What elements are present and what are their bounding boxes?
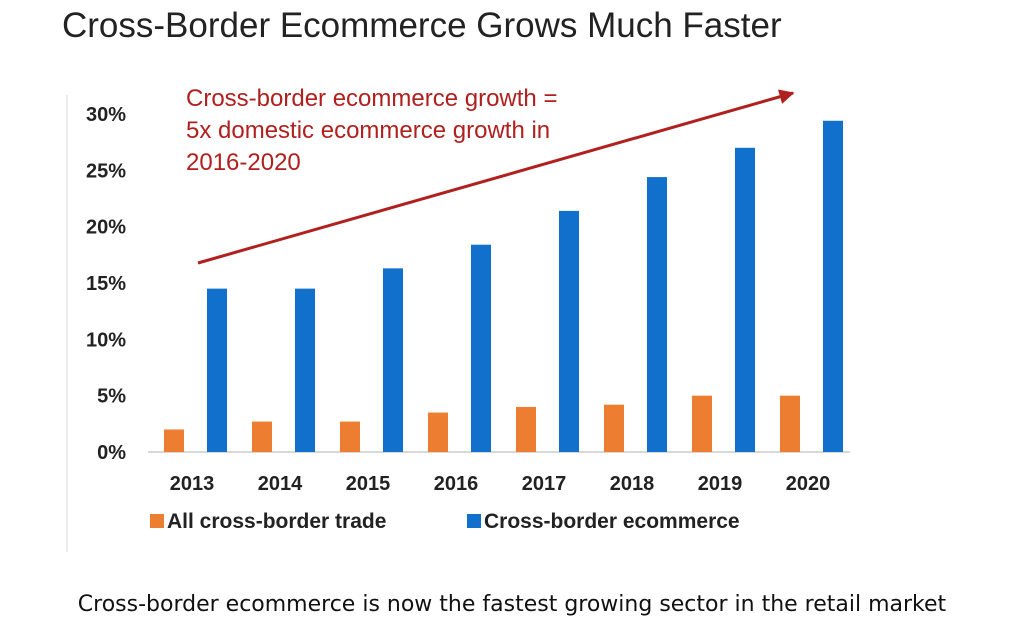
bar-cross-border-ecommerce xyxy=(383,268,403,452)
bar-chart: 0% 5% 10% 15% 20% 25% 30% 2013 2014 2015 2016 2017… xyxy=(66,85,850,552)
bar-cross-border-trade xyxy=(780,395,800,452)
bar-cross-border-trade xyxy=(252,421,272,452)
y-tick-label: 10% xyxy=(86,329,126,351)
caption: Cross-border ecommerce is now the fastes… xyxy=(77,592,947,617)
bar-cross-border-ecommerce xyxy=(735,147,755,453)
x-axis-ticks: 2013 2014 2015 2016 2017 2018 2019 2020 xyxy=(170,473,831,495)
annotation-line-1: Cross-border ecommerce growth = xyxy=(186,85,557,112)
legend-swatch-ecommerce xyxy=(467,514,481,528)
x-tick-label: 2017 xyxy=(522,473,567,495)
y-tick-label: 20% xyxy=(86,217,126,239)
annotation-line-2: 5x domestic ecommerce growth in xyxy=(186,117,550,144)
bar-cross-border-ecommerce xyxy=(647,177,667,453)
y-tick-label: 30% xyxy=(86,104,126,126)
bars-group xyxy=(164,120,843,453)
y-axis-ticks: 0% 5% 10% 15% 20% 25% 30% xyxy=(86,104,126,464)
x-tick-label: 2016 xyxy=(434,473,479,495)
bar-cross-border-ecommerce xyxy=(471,244,491,452)
legend: All cross-border trade Cross-border ecom… xyxy=(150,510,740,533)
bar-cross-border-trade xyxy=(428,412,448,452)
bar-cross-border-ecommerce xyxy=(207,288,227,452)
legend-label-trade: All cross-border trade xyxy=(167,510,386,533)
chart-title: Cross-Border Ecommerce Grows Much Faster xyxy=(62,6,782,45)
x-tick-label: 2014 xyxy=(258,473,303,495)
legend-swatch-trade xyxy=(150,514,164,528)
bar-cross-border-ecommerce xyxy=(823,120,843,452)
legend-label-ecommerce: Cross-border ecommerce xyxy=(484,510,740,533)
bar-cross-border-trade xyxy=(164,429,184,452)
x-tick-label: 2018 xyxy=(610,473,655,495)
x-tick-label: 2015 xyxy=(346,473,391,495)
bar-cross-border-ecommerce xyxy=(295,288,315,452)
y-tick-label: 0% xyxy=(97,442,126,464)
bar-cross-border-trade xyxy=(340,421,360,452)
y-tick-label: 25% xyxy=(86,160,126,182)
bar-cross-border-trade xyxy=(692,395,712,452)
y-tick-label: 15% xyxy=(86,273,126,295)
y-tick-label: 5% xyxy=(97,386,126,408)
bar-cross-border-trade xyxy=(516,406,536,452)
x-tick-label: 2013 xyxy=(170,473,215,495)
x-tick-label: 2019 xyxy=(698,473,743,495)
x-tick-label: 2020 xyxy=(786,473,831,495)
trend-arrow xyxy=(197,89,795,265)
bar-cross-border-ecommerce xyxy=(559,210,579,452)
annotation-line-3: 2016-2020 xyxy=(186,149,301,176)
bar-cross-border-trade xyxy=(604,404,624,452)
